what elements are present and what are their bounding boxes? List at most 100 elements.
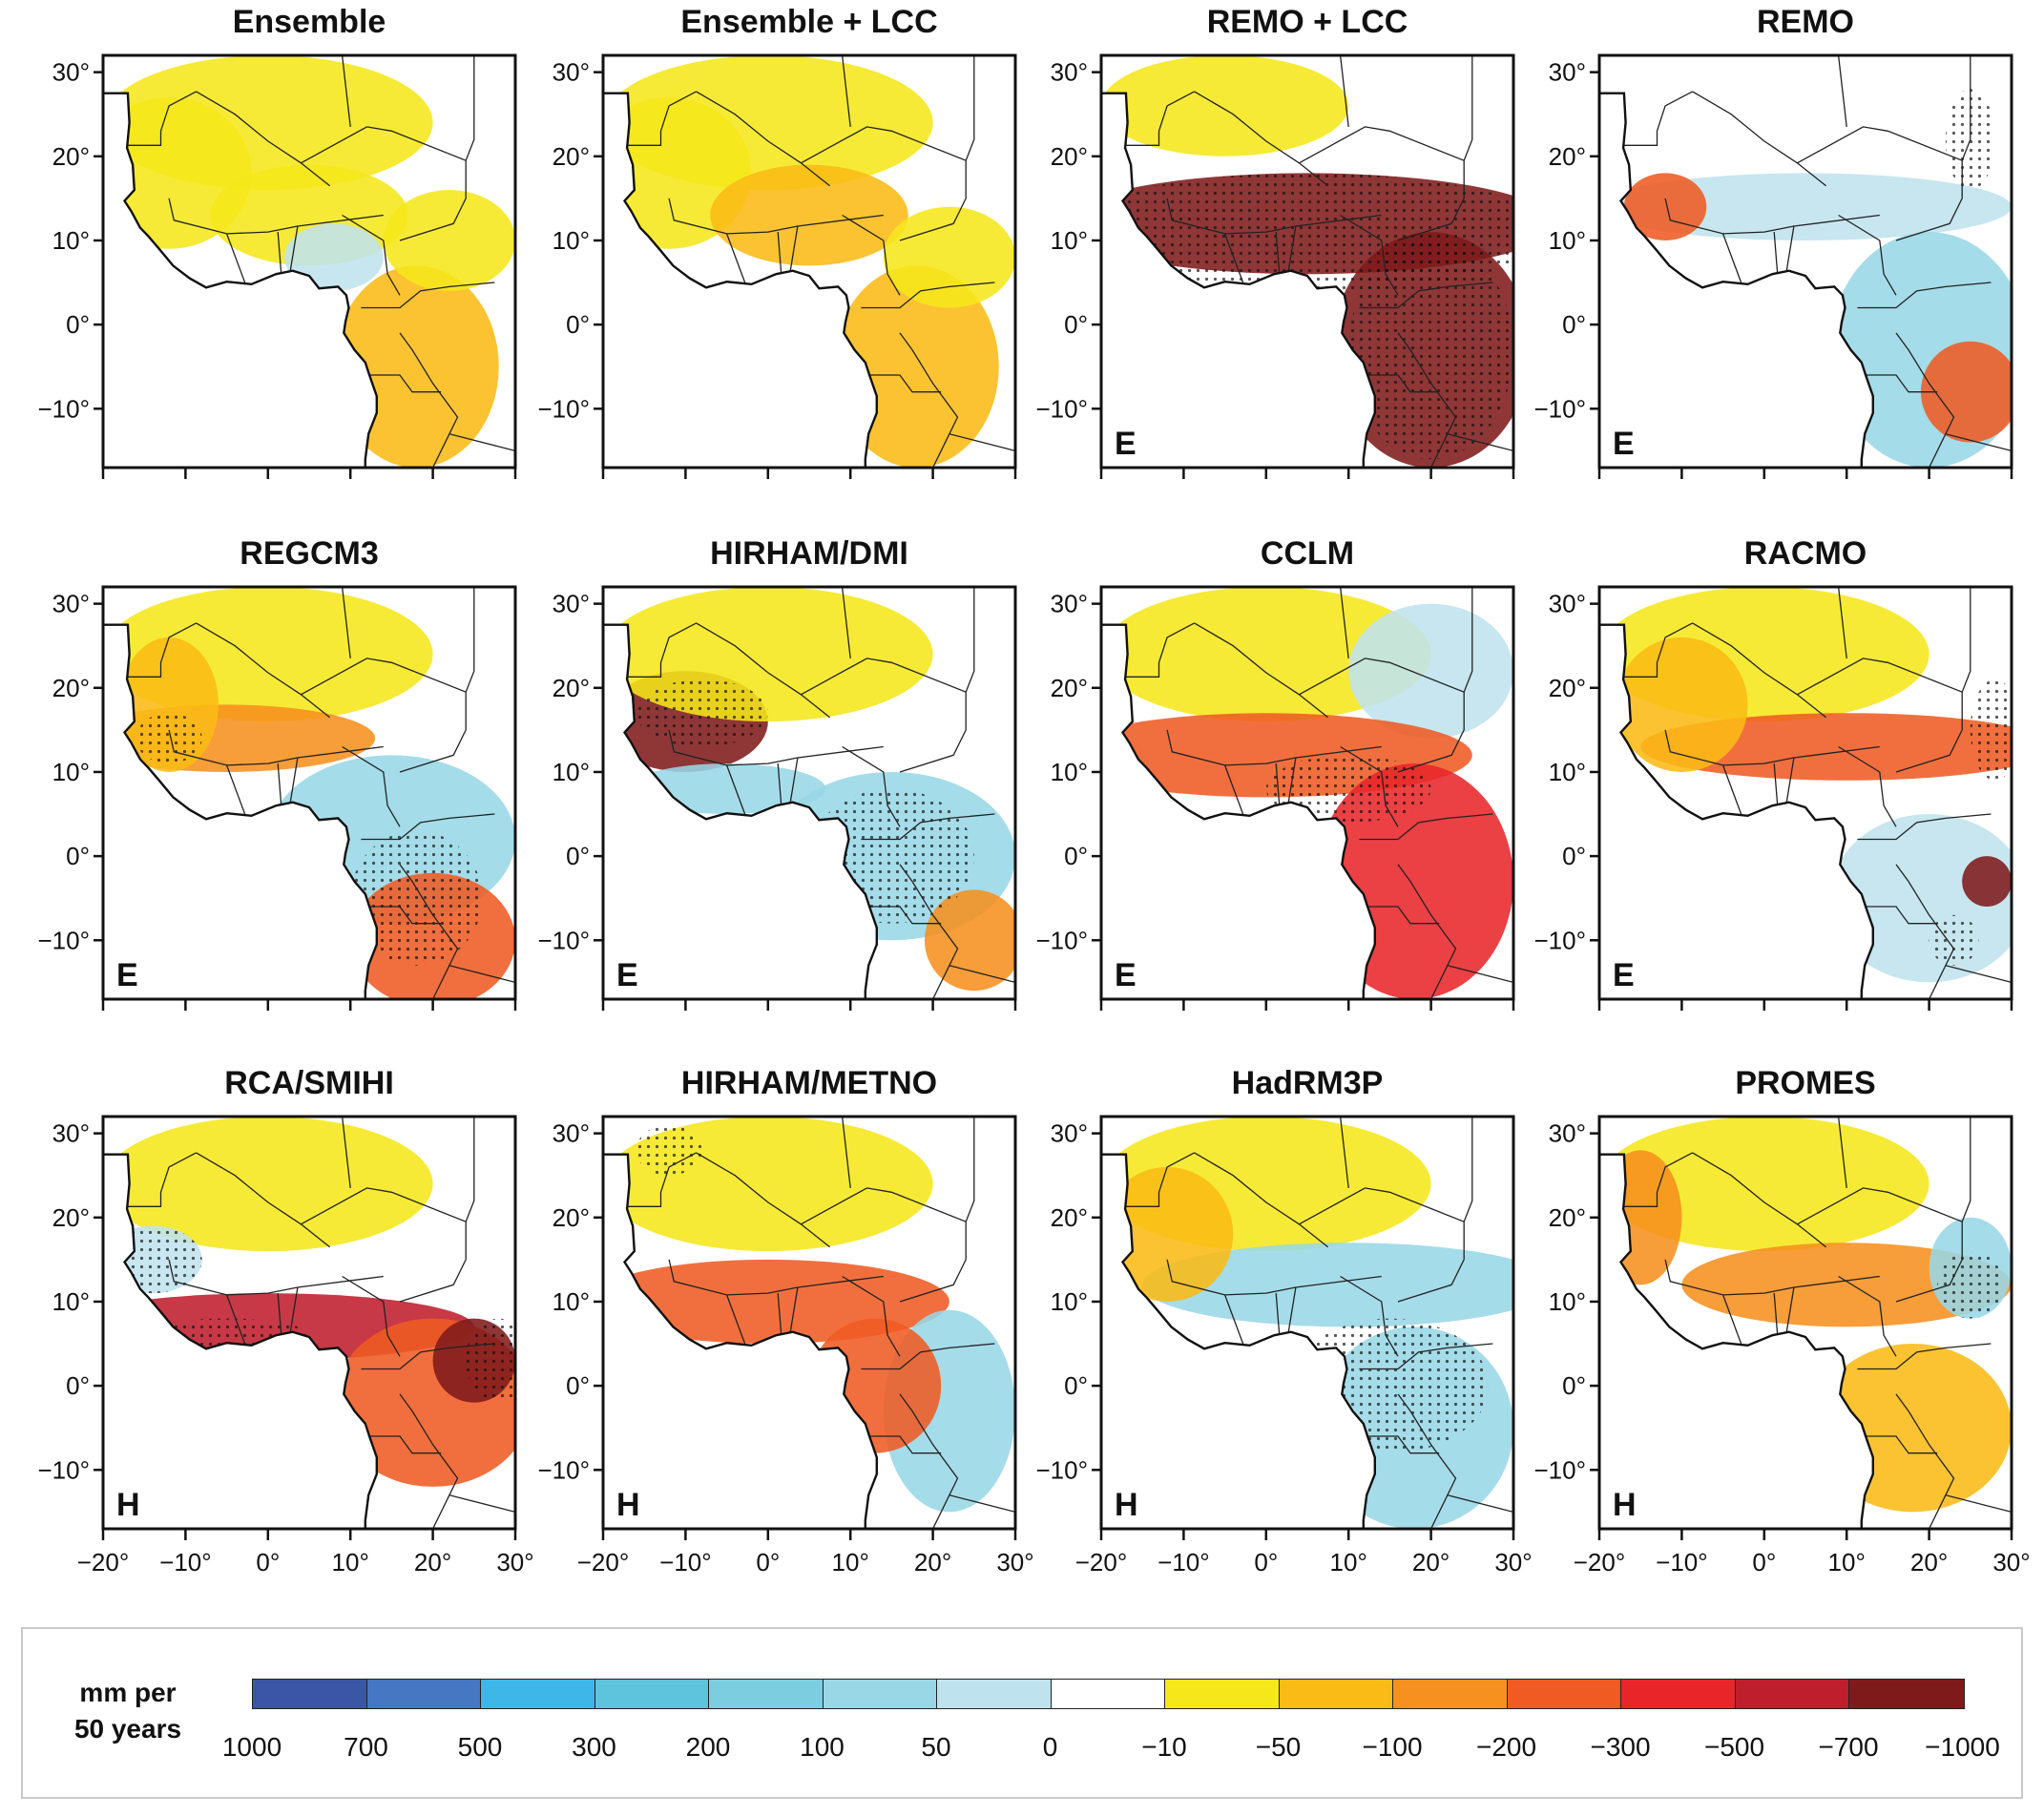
lat-tick-label: 30° (1051, 590, 1088, 618)
lat-tick-label: −10° (37, 926, 90, 954)
lat-tick-label: 10° (1549, 1287, 1586, 1316)
map-panel: Ensemble + LCC 30° 20° 10° 0° −10° (537, 4, 1017, 479)
lat-tick-label: 0° (1064, 842, 1088, 870)
lat-tick-label: 0° (1562, 842, 1586, 870)
model-code-label: E (1613, 426, 1635, 462)
lat-tick-label: −10° (37, 394, 90, 423)
map-field (1101, 1117, 1513, 1529)
map-frame (601, 1115, 1017, 1531)
lat-tick-label: 10° (553, 758, 590, 786)
legend-swatch (1621, 1680, 1736, 1708)
lat-tick-label: 20° (1549, 142, 1586, 171)
panel-title: RCA/SMIHI (224, 1065, 394, 1101)
lat-tick-label: −10° (37, 1455, 90, 1484)
lat-tick-label: 10° (1051, 758, 1088, 786)
map-frame (101, 585, 517, 1001)
lon-tick-label: 20° (414, 1548, 451, 1577)
legend-tick-label: −300 (1590, 1732, 1651, 1762)
legend-swatch (1735, 1680, 1849, 1708)
lat-tick-label: 10° (1549, 226, 1586, 255)
lat-tick-label: 10° (1549, 758, 1586, 786)
map-field (103, 1117, 515, 1529)
lat-tick-label: 0° (566, 1371, 590, 1400)
lat-tick-label: −10° (1533, 926, 1586, 954)
lat-tick-label: −10° (1533, 1455, 1586, 1484)
model-code-label: H (616, 1487, 640, 1523)
lat-tick-label: −10° (537, 1455, 590, 1484)
lat-tick-label: 0° (66, 842, 90, 870)
panel-title: CCLM (1261, 535, 1354, 572)
map-panel: Ensemble 30° 20° 10° 0° −10° (37, 4, 517, 479)
lat-tick-label: 0° (566, 310, 590, 339)
legend-swatch (823, 1680, 937, 1708)
legend-swatch (1507, 1680, 1621, 1708)
map-field (603, 587, 1015, 999)
map-panel: REMO 30° 20° 10° 0° −10° E (1533, 4, 2013, 479)
map-panel: REGCM3 30° 20° 10° 0° −10° E (37, 535, 517, 1011)
lat-tick-label: −10° (1035, 1455, 1088, 1484)
map-field (1599, 55, 2012, 468)
legend-swatch (1849, 1680, 1964, 1708)
model-code-label: E (116, 957, 138, 993)
lat-tick-label: 30° (1051, 1119, 1088, 1148)
lat-tick-label: 10° (52, 758, 90, 786)
panel-title: RACMO (1744, 535, 1867, 572)
lat-tick-label: 10° (553, 226, 590, 255)
lon-tick-label: −20° (1574, 1548, 1626, 1577)
map-frame (1597, 585, 2013, 1001)
legend-tick-label: 100 (800, 1732, 845, 1762)
lat-tick-label: 20° (1549, 1203, 1586, 1232)
panel-title: HadRM3P (1232, 1065, 1384, 1101)
lat-tick-label: −10° (537, 394, 590, 423)
lon-tick-label: 0° (1752, 1548, 1776, 1577)
map-frame (1099, 53, 1515, 470)
lat-tick-label: 0° (1562, 310, 1586, 339)
legend-swatch (253, 1680, 367, 1708)
lat-tick-label: 20° (1051, 1203, 1088, 1232)
legend-tick-label: −1000 (1925, 1732, 2000, 1762)
lat-tick-label: 0° (1064, 310, 1088, 339)
legend-swatch (1165, 1680, 1280, 1708)
legend-units-line2: 50 years (73, 1714, 182, 1744)
legend-tick-labels: 1000 700 500 300 200 100 50 0 −10 −50 −100 −200 −300… (222, 1732, 2000, 1770)
lon-tick-label: −20° (77, 1548, 130, 1577)
map-frame (1597, 1115, 2013, 1531)
lat-tick-label: 0° (66, 1371, 90, 1400)
map-panels: Ensemble 30° 20° 10° 0° −10° Ensemble + LCC 30°… (37, 4, 2030, 1577)
map-frame (101, 1115, 517, 1531)
map-frame (101, 53, 517, 470)
lat-tick-label: 20° (553, 1203, 590, 1232)
map-frame (1099, 1115, 1515, 1531)
map-frame (601, 53, 1017, 470)
model-code-label: E (1115, 957, 1137, 993)
legend-units: mm per 50 years (52, 1675, 204, 1747)
map-panel: HIRHAM/METNO 30° 20° 10° 0° −10° −20° −10° 0° 10°… (537, 1065, 1033, 1577)
lon-tick-label: 20° (1910, 1548, 1948, 1577)
map-panel: RCA/SMIHI 30° 20° 10° 0° −10° −20° −10° 0° 10° 20°… (37, 1065, 533, 1577)
lat-tick-label: 0° (1064, 1371, 1088, 1400)
lat-tick-label: 10° (52, 1287, 90, 1316)
legend-tick-label: 500 (457, 1732, 503, 1762)
legend-swatch (594, 1680, 709, 1708)
lon-tick-label: 10° (832, 1548, 869, 1577)
legend-tick-label: −50 (1255, 1732, 1302, 1762)
map-field (1599, 1117, 2012, 1529)
lat-tick-label: 20° (52, 142, 90, 171)
lat-tick-label: 30° (1051, 58, 1088, 87)
lat-tick-label: 30° (1549, 1119, 1586, 1148)
panel-title: HIRHAM/DMI (710, 535, 908, 572)
map-field (1101, 55, 1513, 468)
lat-tick-label: 10° (52, 226, 90, 255)
panel-title: REGCM3 (240, 535, 378, 572)
legend-swatch (366, 1680, 481, 1708)
model-code-label: H (116, 1487, 140, 1523)
lat-tick-label: 0° (1562, 1371, 1586, 1400)
lon-tick-label: 0° (1254, 1548, 1278, 1577)
lon-tick-label: 10° (332, 1548, 369, 1577)
legend-tick-label: 300 (572, 1732, 616, 1762)
lon-tick-label: 10° (1330, 1548, 1367, 1577)
lat-tick-label: 10° (1051, 226, 1088, 255)
legend-swatch (709, 1680, 824, 1708)
map-field (103, 55, 515, 468)
lon-tick-label: −20° (1075, 1548, 1128, 1577)
